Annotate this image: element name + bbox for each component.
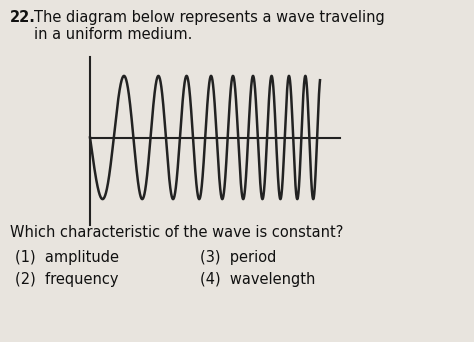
Text: (4)  wavelength: (4) wavelength — [200, 272, 315, 287]
Text: 22.: 22. — [10, 10, 36, 25]
Text: The diagram below represents a wave traveling
in a uniform medium.: The diagram below represents a wave trav… — [34, 10, 385, 42]
Text: (3)  period: (3) period — [200, 250, 276, 265]
Text: (2)  frequency: (2) frequency — [15, 272, 118, 287]
Text: Which characteristic of the wave is constant?: Which characteristic of the wave is cons… — [10, 225, 343, 240]
Text: (1)  amplitude: (1) amplitude — [15, 250, 119, 265]
